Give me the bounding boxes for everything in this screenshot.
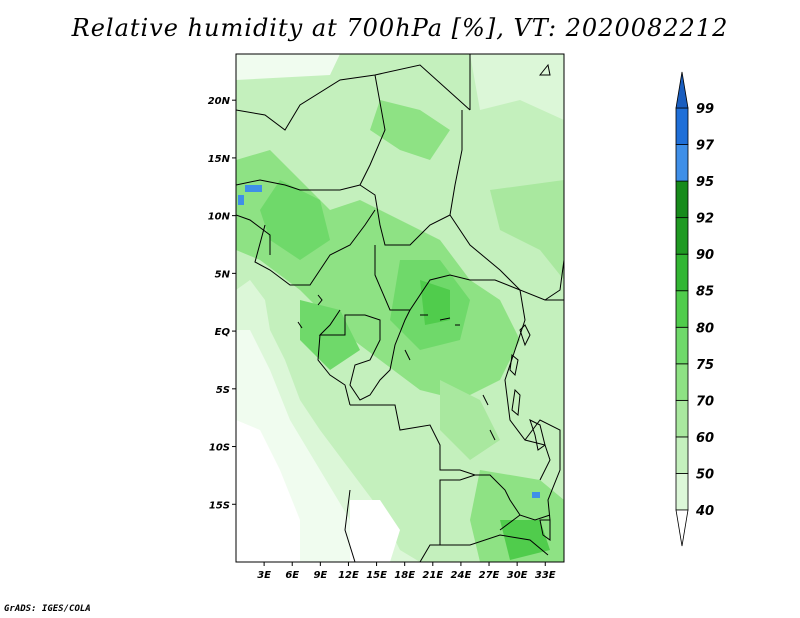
x-axis: 3E 6E 9E 12E 15E 18E 21E 24E 27E 30E 33E — [257, 562, 556, 581]
humidity-field — [236, 54, 564, 562]
colorbar-label: 50 — [696, 467, 714, 482]
x-tick-label: 3E — [257, 570, 271, 581]
x-tick-label: 24E — [451, 570, 472, 581]
colorbar-label: 85 — [696, 285, 714, 300]
credit-text: GrADS: IGES/COLA — [4, 604, 91, 614]
colorbar-segment — [675, 290, 689, 328]
colorbar-label: 40 — [695, 504, 714, 519]
map-frame — [235, 53, 565, 563]
x-tick-label: 33E — [535, 570, 556, 581]
y-tick-label: 10N — [208, 212, 231, 223]
colorbar-segment — [675, 326, 689, 365]
colorbar-label: 97 — [696, 139, 715, 154]
colorbar-label: 60 — [696, 431, 714, 446]
y-tick-label: 10S — [209, 443, 230, 454]
colorbar-segment — [675, 253, 689, 292]
y-tick-label: 15N — [208, 154, 231, 165]
colorbar-label: 75 — [696, 358, 714, 373]
y-axis: 20N 15N 10N 5N EQ 5S 10S 15S — [208, 96, 236, 511]
colorbar-segment — [675, 144, 689, 182]
colorbar-label: 99 — [696, 102, 714, 117]
y-tick-label: 5S — [216, 385, 230, 396]
colorbar-label: 70 — [696, 394, 714, 409]
colorbar-label: 90 — [696, 248, 714, 263]
colorbar-label: 80 — [696, 321, 714, 336]
colorbar: 40 50 60 70 75 80 85 90 92 95 97 99 — [675, 71, 715, 547]
colorbar-segment — [675, 473, 689, 511]
colorbar-label: 92 — [696, 212, 714, 227]
country-borders — [236, 54, 564, 562]
colorbar-label: 95 — [696, 175, 714, 190]
colorbar-segment — [675, 399, 689, 438]
map-title: Relative humidity at 700hPa [%], VT: 202… — [71, 14, 729, 42]
y-tick-label: EQ — [215, 327, 231, 338]
y-tick-label: 5N — [215, 269, 231, 280]
x-tick-label: 12E — [338, 570, 359, 581]
x-tick-label: 15E — [366, 570, 387, 581]
x-tick-label: 21E — [422, 570, 443, 581]
colorbar-top-arrow — [675, 71, 689, 109]
x-tick-label: 30E — [507, 570, 528, 581]
y-tick-label: 15S — [209, 500, 230, 511]
y-tick-label: 20N — [208, 96, 231, 107]
colorbar-segment — [675, 436, 689, 474]
x-tick-label: 27E — [479, 570, 500, 581]
x-tick-label: 9E — [313, 570, 327, 581]
colorbar-segment — [675, 180, 689, 219]
colorbar-bottom-arrow — [675, 509, 689, 547]
x-tick-label: 18E — [394, 570, 415, 581]
colorbar-segment — [675, 107, 689, 145]
colorbar-segment — [675, 217, 689, 255]
colorbar-segment — [675, 363, 689, 401]
x-tick-label: 6E — [285, 570, 299, 581]
